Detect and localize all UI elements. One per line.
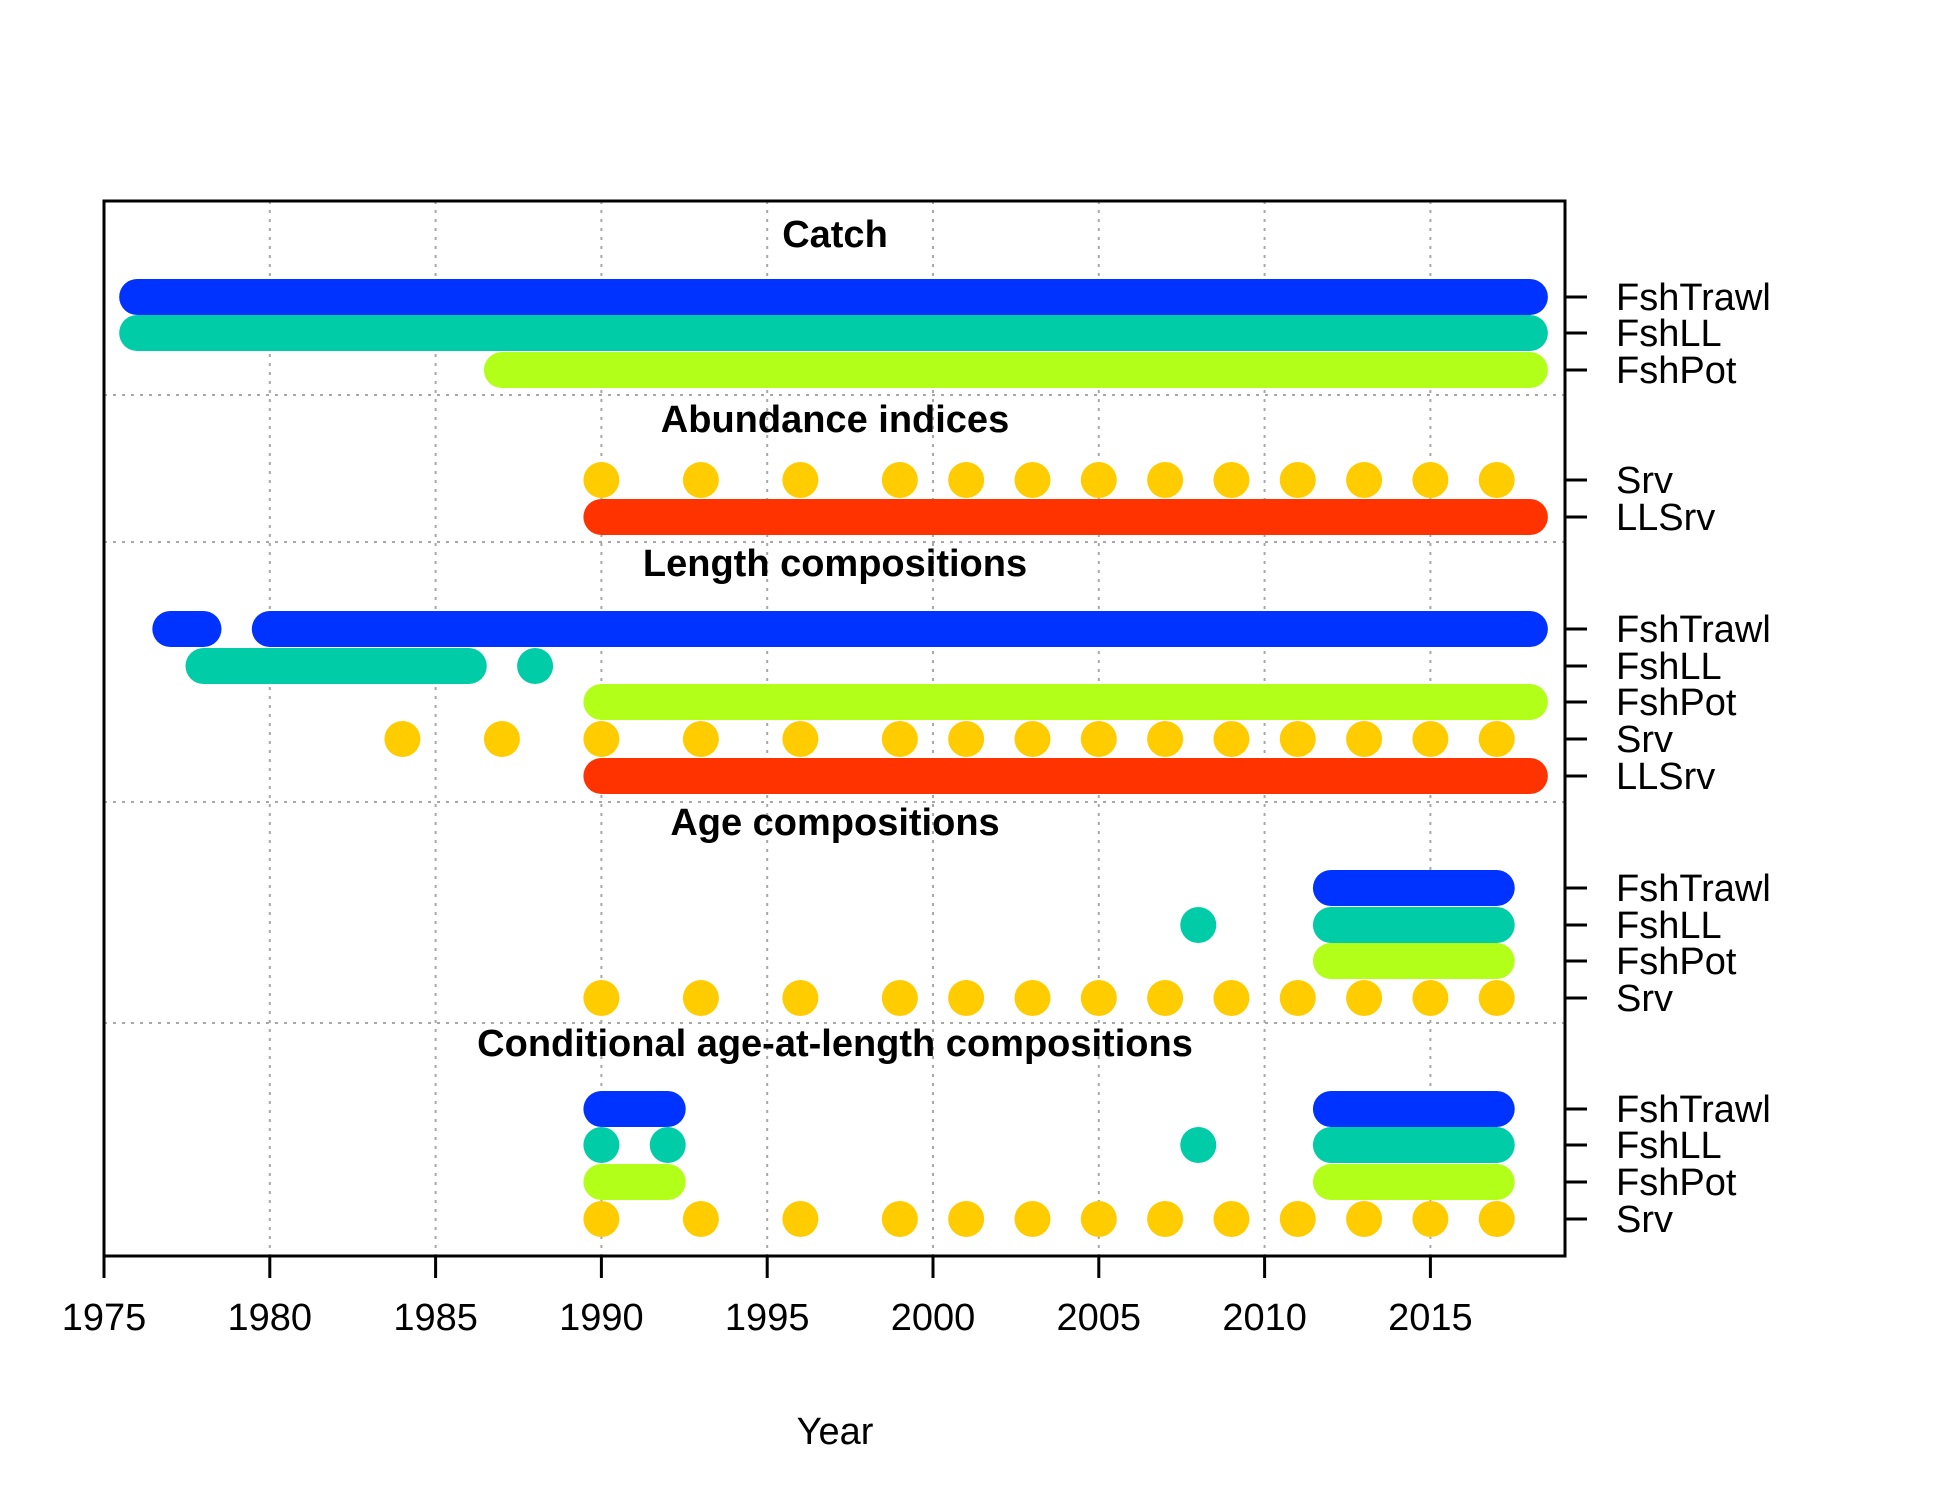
row-label-fshll: FshLL <box>1616 905 1722 947</box>
x-tick-label: 1975 <box>62 1297 147 1339</box>
point-fshll <box>517 648 554 684</box>
row-label-fshtrawl: FshTrawl <box>1616 1089 1771 1131</box>
row-label-fshtrawl: FshTrawl <box>1616 277 1771 319</box>
point-srv <box>948 462 985 498</box>
point-srv <box>1346 462 1383 498</box>
point-srv <box>1279 462 1316 498</box>
row-label-fshll: FshLL <box>1616 646 1722 688</box>
point-fshll <box>583 1127 620 1163</box>
section-separators <box>104 394 1565 1024</box>
point-srv <box>1478 1201 1515 1237</box>
row-label-fshpot: FshPot <box>1616 941 1737 983</box>
point-srv <box>682 1201 719 1237</box>
row-label-fshll: FshLL <box>1616 313 1722 355</box>
point-srv <box>1147 1201 1184 1237</box>
row-label-fshtrawl: FshTrawl <box>1616 868 1771 910</box>
right-axis: FshTrawlFshLLFshPotSrvLLSrvFshTrawlFshLL… <box>1565 277 1771 1241</box>
point-srv <box>1147 721 1184 757</box>
point-srv <box>948 980 985 1016</box>
point-srv <box>948 721 985 757</box>
point-srv <box>1080 462 1117 498</box>
point-srv <box>1014 462 1051 498</box>
point-srv <box>1213 980 1250 1016</box>
point-srv <box>682 980 719 1016</box>
point-srv <box>782 721 819 757</box>
point-fshll <box>1180 1127 1217 1163</box>
point-srv <box>1279 1201 1316 1237</box>
point-srv <box>1213 1201 1250 1237</box>
point-fshll <box>1180 907 1217 943</box>
row-label-fshll: FshLL <box>1616 1125 1722 1167</box>
point-srv <box>1478 980 1515 1016</box>
point-srv <box>1412 1201 1449 1237</box>
point-srv <box>782 1201 819 1237</box>
row-label-llsrv: LLSrv <box>1616 497 1715 539</box>
row-label-fshpot: FshPot <box>1616 1162 1737 1204</box>
point-srv <box>682 721 719 757</box>
point-srv <box>483 721 520 757</box>
point-srv <box>1080 980 1117 1016</box>
point-srv <box>1213 462 1250 498</box>
row-label-srv: Srv <box>1616 719 1673 761</box>
x-tick-label: 2015 <box>1388 1297 1473 1339</box>
section-title-catch: Catch <box>782 214 888 256</box>
row-label-llsrv: LLSrv <box>1616 756 1715 798</box>
point-srv <box>1080 1201 1117 1237</box>
point-srv <box>1147 462 1184 498</box>
x-tick-label: 1980 <box>228 1297 313 1339</box>
point-srv <box>1346 721 1383 757</box>
point-srv <box>682 462 719 498</box>
point-srv <box>1279 980 1316 1016</box>
x-tick-label: 1995 <box>725 1297 810 1339</box>
row-label-fshpot: FshPot <box>1616 350 1737 392</box>
section-title-length-compositions: Length compositions <box>643 543 1027 585</box>
point-fshll <box>649 1127 686 1163</box>
row-label-srv: Srv <box>1616 978 1673 1020</box>
point-srv <box>1412 980 1449 1016</box>
x-tick-label: 2000 <box>891 1297 976 1339</box>
point-srv <box>1147 980 1184 1016</box>
point-srv <box>1014 721 1051 757</box>
point-srv <box>1346 980 1383 1016</box>
point-srv <box>881 462 918 498</box>
point-srv <box>1478 721 1515 757</box>
point-srv <box>782 980 819 1016</box>
point-srv <box>1014 1201 1051 1237</box>
section-titles: Catch Abundance indices Length composition… <box>477 214 1193 1065</box>
point-srv <box>583 721 620 757</box>
section-title-abundance-indices: Abundance indices <box>661 399 1009 441</box>
point-srv <box>1412 721 1449 757</box>
x-tick-label: 2005 <box>1057 1297 1142 1339</box>
point-srv <box>1279 721 1316 757</box>
row-label-fshpot: FshPot <box>1616 682 1737 724</box>
x-tick-label: 2010 <box>1222 1297 1307 1339</box>
point-srv <box>1478 462 1515 498</box>
point-srv <box>881 721 918 757</box>
x-axis-label: Year <box>797 1411 874 1453</box>
x-tick-label: 1985 <box>393 1297 478 1339</box>
point-srv <box>881 980 918 1016</box>
section-title-conditional-age-at-length-compositions: Conditional age-at-length compositions <box>477 1023 1193 1065</box>
point-srv <box>881 1201 918 1237</box>
point-srv <box>1213 721 1250 757</box>
point-srv <box>782 462 819 498</box>
row-label-fshtrawl: FshTrawl <box>1616 609 1771 651</box>
point-srv <box>583 462 620 498</box>
point-srv <box>384 721 421 757</box>
row-label-srv: Srv <box>1616 1199 1673 1241</box>
point-srv <box>1412 462 1449 498</box>
point-srv <box>1014 980 1051 1016</box>
x-axis: 1975 1980 1985 1990 1995 2000 2005 2010 2015 <box>62 1254 1473 1339</box>
section-title-age-compositions: Age compositions <box>670 802 999 844</box>
point-srv <box>1080 721 1117 757</box>
x-tick-label: 1990 <box>559 1297 644 1339</box>
row-label-srv: Srv <box>1616 460 1673 502</box>
point-srv <box>1346 1201 1383 1237</box>
point-srv <box>583 1201 620 1237</box>
data-marks <box>119 279 1548 1237</box>
point-srv <box>583 980 620 1016</box>
point-srv <box>948 1201 985 1237</box>
